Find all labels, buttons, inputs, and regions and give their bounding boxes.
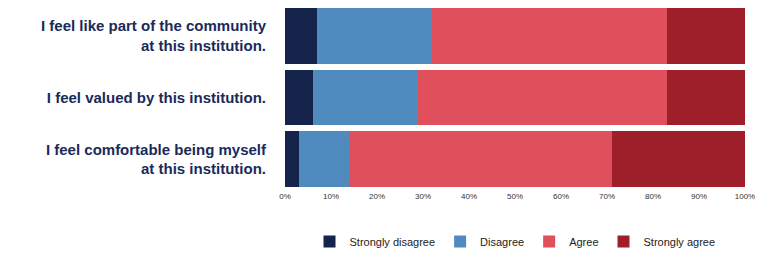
svg-text:60%: 60% — [553, 192, 569, 201]
svg-text:0%: 0% — [279, 192, 291, 201]
svg-text:100%: 100% — [735, 192, 755, 201]
svg-text:90%: 90% — [691, 192, 707, 201]
svg-text:50%: 50% — [507, 192, 523, 201]
svg-text:I feel valued by this institut: I feel valued by this institution. — [47, 89, 266, 106]
svg-text:20%: 20% — [369, 192, 385, 201]
svg-text:80%: 80% — [645, 192, 661, 201]
svg-text:Agree: Agree — [569, 236, 598, 248]
svg-text:Strongly disagree: Strongly disagree — [350, 236, 436, 248]
svg-text:Disagree: Disagree — [480, 236, 524, 248]
svg-text:30%: 30% — [415, 192, 431, 201]
svg-text:70%: 70% — [599, 192, 615, 201]
svg-text:Strongly agree: Strongly agree — [644, 236, 716, 248]
svg-text:40%: 40% — [461, 192, 477, 201]
svg-text:I feel like part of the commun: I feel like part of the communityat this… — [41, 17, 267, 54]
svg-text:I feel comfortable being mysel: I feel comfortable being myselfat this i… — [46, 141, 267, 178]
svg-text:10%: 10% — [323, 192, 339, 201]
